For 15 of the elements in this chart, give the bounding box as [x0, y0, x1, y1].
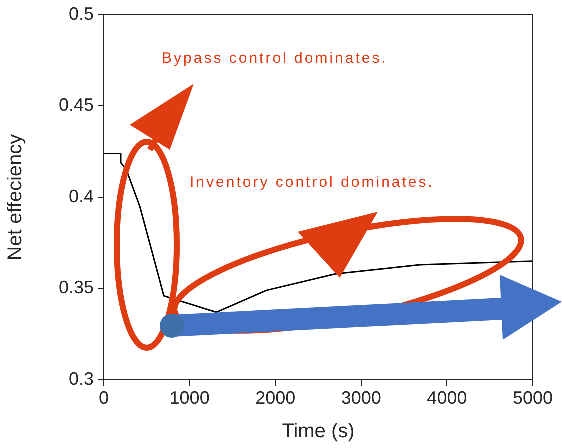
y-axis-title: Net effeciency: [4, 134, 27, 261]
y-tick-label: 0.3: [68, 368, 94, 389]
annotation: Inventory control dominates.: [190, 174, 434, 191]
x-tick-label: 5000: [512, 388, 554, 408]
x-axis-title: Time (s): [282, 420, 355, 443]
y-tick-label: 0.35: [58, 278, 94, 298]
y-tick-label: 0.45: [58, 95, 94, 116]
x-tick-label: 4000: [427, 388, 468, 408]
x-tick-label: 2000: [256, 388, 296, 408]
x-tick-label: 0: [98, 388, 110, 408]
y-tick-label: 0.5: [68, 4, 94, 24]
y-tick-label: 0.4: [68, 186, 94, 206]
annotation: Bypass control dominates.: [162, 50, 388, 67]
x-tick-label: 1000: [170, 388, 210, 408]
x-tick-label: 3000: [341, 388, 382, 408]
